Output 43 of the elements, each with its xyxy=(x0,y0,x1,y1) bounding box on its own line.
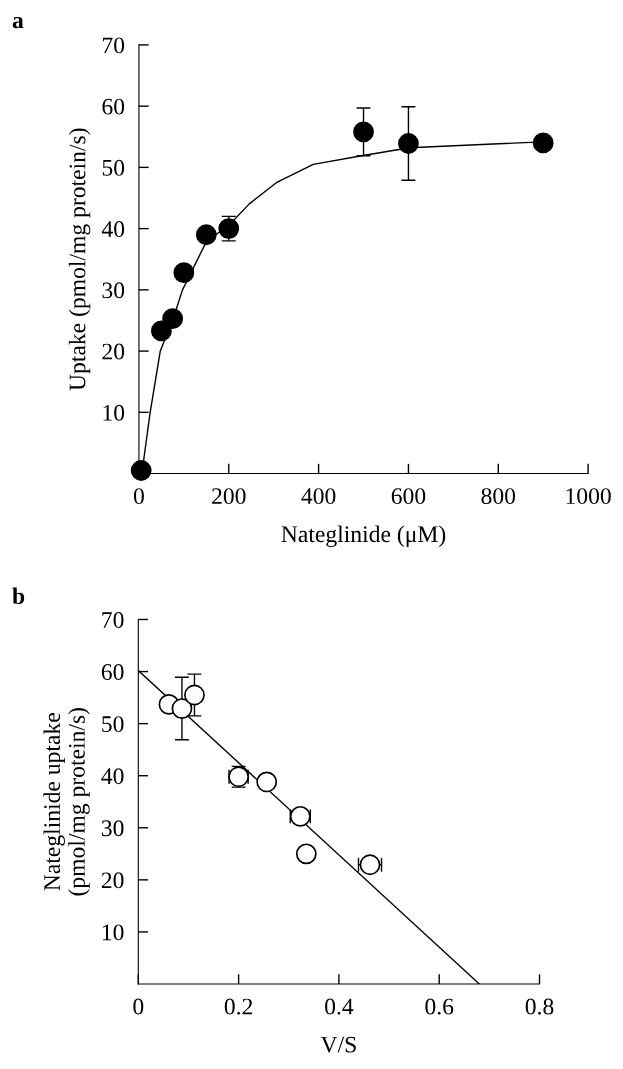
x-tick-label: 600 xyxy=(391,488,426,505)
point xyxy=(195,224,217,246)
y-tick-label: 60 xyxy=(102,98,125,115)
point xyxy=(173,262,195,284)
y-axis-title: Uptake (pmol/mg protein/s) xyxy=(68,128,91,391)
x-tick-label: 400 xyxy=(301,488,336,505)
point xyxy=(162,308,184,330)
chart-title: a xyxy=(12,16,24,29)
y-tick-label: 70 xyxy=(102,37,125,54)
point xyxy=(171,698,193,719)
y-tick-label: 60 xyxy=(101,664,124,680)
x-tick-label: 1000 xyxy=(566,488,611,505)
x-tick-label: 0 xyxy=(133,998,144,1015)
point xyxy=(532,132,554,154)
chart-title: b xyxy=(12,587,25,605)
x-tick-label: 0.8 xyxy=(525,998,554,1015)
x-tick-label: 800 xyxy=(481,488,516,505)
x-tick-label: 0 xyxy=(133,488,144,505)
x-tick-label: 0.6 xyxy=(425,998,454,1015)
y-tick-label: 10 xyxy=(103,404,125,421)
y-tick-label: 20 xyxy=(101,872,124,889)
point xyxy=(150,320,172,342)
y-axis-title: Nateglinide uptake (pmol/mg protein/s) xyxy=(43,708,90,896)
y-tick-label: 70 xyxy=(102,611,124,628)
point xyxy=(130,460,152,481)
y-tick-label: 40 xyxy=(101,768,124,785)
y-tick-label: 30 xyxy=(102,282,125,299)
y-tick-label: 10 xyxy=(102,924,124,941)
y-tick-label: 30 xyxy=(101,820,124,837)
point xyxy=(353,121,374,143)
x-tick-label: 0.2 xyxy=(224,998,253,1015)
y-tick-label: 20 xyxy=(102,343,125,360)
x-tick-label: 0.4 xyxy=(325,998,354,1015)
x-axis-title: Nateglinide (μM) xyxy=(281,525,446,548)
x-axis-title: V/S xyxy=(320,1036,356,1053)
y-tick-label: 40 xyxy=(101,221,125,238)
point xyxy=(295,843,317,865)
x-tick-label: 200 xyxy=(212,488,246,505)
y-tick-label: 50 xyxy=(102,159,125,176)
y-tick-label: 50 xyxy=(102,716,124,733)
point xyxy=(256,771,278,793)
point xyxy=(398,133,419,154)
point xyxy=(184,684,205,706)
